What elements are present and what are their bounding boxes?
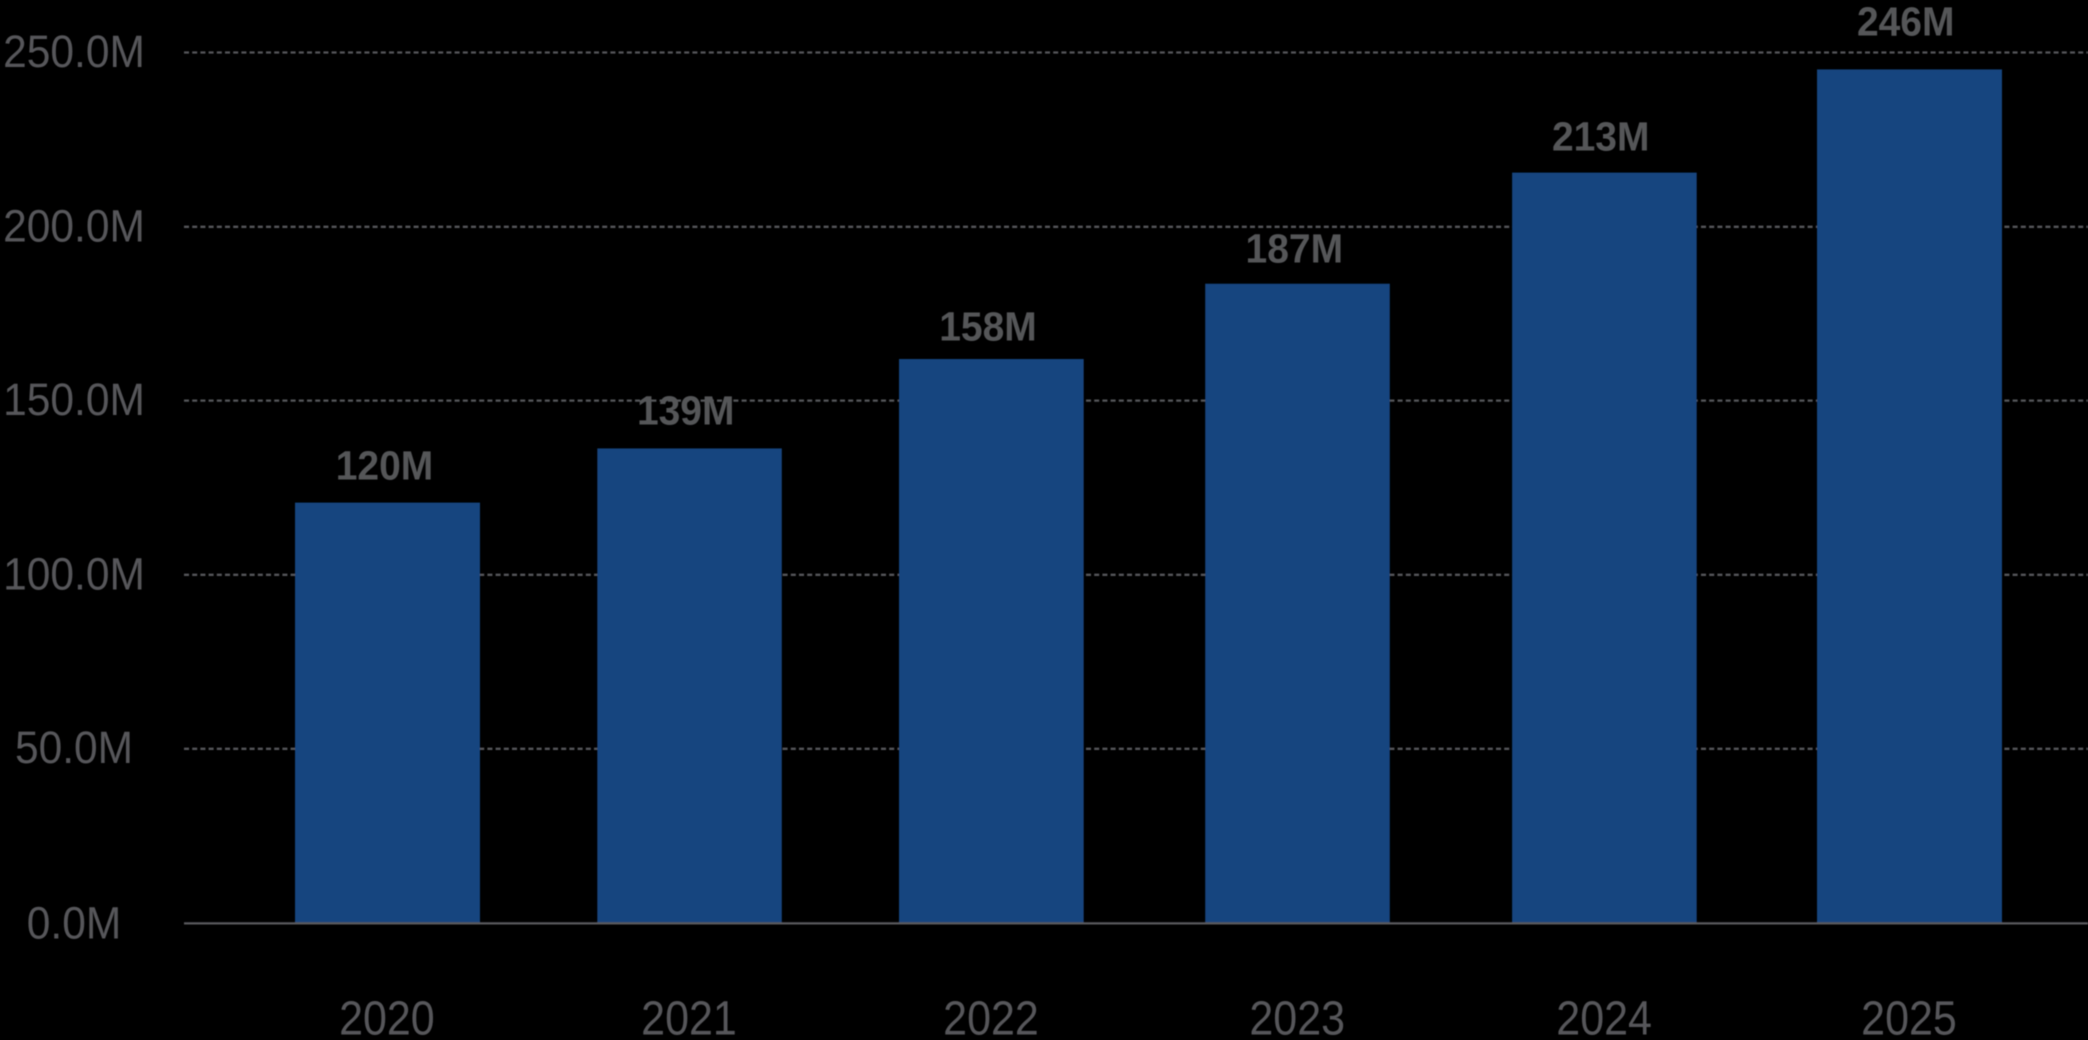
svg-text:120M: 120M [336, 443, 434, 488]
svg-text:187M: 187M [1246, 226, 1344, 271]
svg-text:200.0M: 200.0M [3, 201, 145, 251]
svg-text:250.0M: 250.0M [3, 27, 145, 77]
svg-text:213M: 213M [1552, 115, 1650, 160]
svg-text:2022: 2022 [943, 991, 1039, 1040]
svg-text:100.0M: 100.0M [3, 549, 145, 599]
svg-text:2024: 2024 [1556, 991, 1652, 1040]
svg-text:139M: 139M [637, 388, 735, 433]
svg-text:0.0M: 0.0M [27, 898, 121, 948]
svg-text:150.0M: 150.0M [3, 375, 145, 425]
svg-text:2025: 2025 [1861, 991, 1957, 1040]
svg-text:158M: 158M [939, 305, 1037, 350]
svg-text:2023: 2023 [1249, 991, 1345, 1040]
svg-text:2021: 2021 [641, 991, 737, 1040]
svg-text:2020: 2020 [339, 991, 435, 1040]
svg-text:50.0M: 50.0M [15, 723, 133, 773]
svg-text:246M: 246M [1857, 0, 1955, 45]
